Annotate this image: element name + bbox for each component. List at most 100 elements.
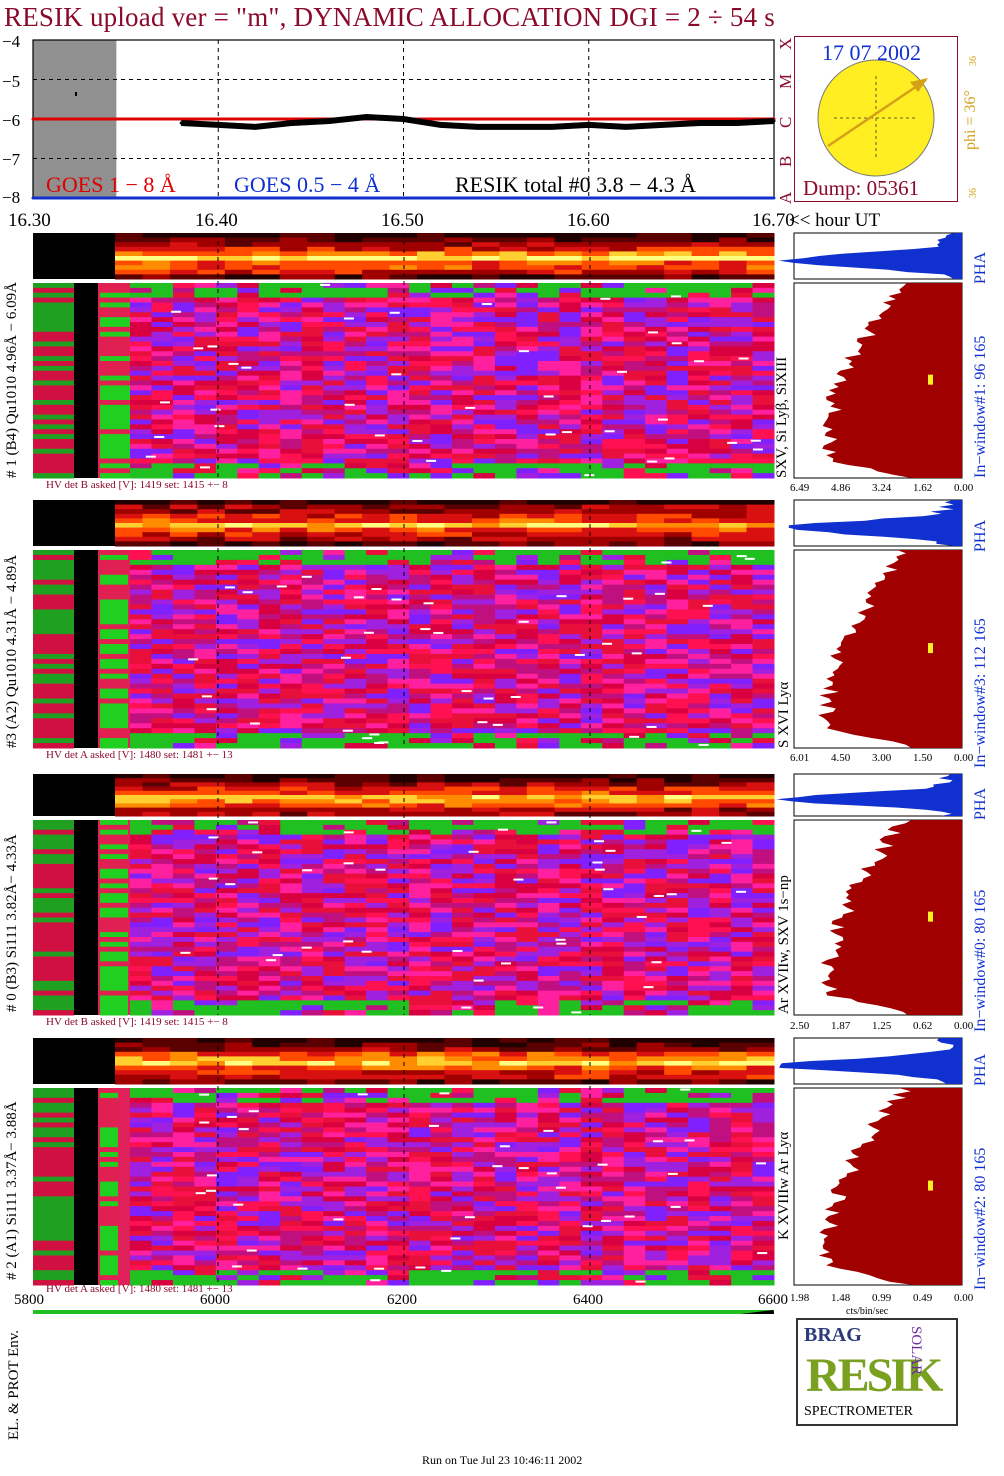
- spectrogram-pixel: [172, 718, 195, 724]
- spectrogram-pixel: [130, 356, 152, 362]
- spectrogram-pixel: [666, 564, 689, 571]
- spectrogram-pixel: [580, 584, 603, 591]
- spectrogram-pixel: [115, 1065, 143, 1071]
- spectrogram-pixel: [452, 868, 474, 875]
- spectrogram-pixel: [452, 824, 474, 831]
- spectrogram-pixel: [580, 708, 603, 714]
- spectrogram-pixel: [602, 380, 625, 386]
- spectrogram-pixel: [130, 404, 152, 411]
- spectrogram-pixel: [666, 351, 689, 357]
- spectrogram-pixel: [709, 380, 732, 386]
- spectrogram-pixel: [516, 579, 539, 586]
- spectrogram-pixel: [559, 322, 582, 328]
- spectrogram-pixel: [473, 849, 496, 855]
- spectrogram-pixel: [215, 688, 238, 695]
- spectrogram-pixel: [645, 287, 668, 294]
- spectrogram-pixel: [151, 395, 174, 401]
- spectrogram-pixel: [307, 500, 336, 506]
- spectrogram-pixel: [237, 873, 260, 879]
- spectrogram-pixel: [258, 624, 281, 630]
- spectrogram-pixel: [636, 790, 665, 796]
- spectrogram-pixel: [430, 728, 453, 734]
- spectrogram-pixel: [258, 1005, 281, 1011]
- spectrogram-pixel: [499, 274, 528, 280]
- spectrogram-pixel: [709, 854, 732, 860]
- spectrogram-pixel: [430, 995, 453, 1001]
- spectrogram-pixel: [151, 375, 174, 381]
- spectrogram-pixel: [559, 419, 582, 425]
- spectrogram-pixel: [172, 385, 195, 391]
- spectrogram-pixel: [197, 536, 226, 542]
- spectrogram-pixel: [645, 937, 668, 943]
- spectrogram-pixel: [516, 863, 539, 870]
- spectrogram-pixel: [636, 251, 665, 257]
- spectrogram-pixel: [709, 634, 732, 640]
- spectrogram-pixel: [417, 811, 445, 817]
- spectrogram-pixel: [237, 663, 260, 670]
- spectrogram-pixel: [430, 649, 453, 655]
- spectrogram-pixel: [169, 1051, 198, 1057]
- spectrogram-pixel: [537, 1005, 560, 1011]
- spectrogram-pixel: [409, 336, 432, 342]
- spectrogram-pixel: [709, 844, 732, 850]
- spectrogram-pixel: [258, 723, 281, 729]
- spectrogram-pixel: [194, 599, 217, 605]
- spectrogram-pixel: [452, 673, 474, 680]
- spectrogram-pixel: [645, 554, 668, 561]
- spectrogram-pixel: [666, 419, 689, 425]
- spectrogram-pixel: [430, 287, 453, 294]
- spectrogram-pixel: [301, 424, 324, 430]
- spectrogram-pixel: [537, 439, 560, 445]
- spectrogram-pixel: [623, 693, 646, 699]
- spectrogram-pixel: [301, 619, 324, 625]
- spectrogram-pixel: [362, 256, 391, 262]
- spectrogram-pixel: [430, 385, 453, 391]
- spectrogram-pixel: [258, 424, 281, 430]
- spectrogram-pixel: [494, 917, 517, 923]
- spectrogram-pixel: [709, 683, 732, 690]
- spectrogram-pixel: [688, 844, 711, 850]
- spectrogram-pixel: [301, 609, 324, 615]
- spectrogram-pixel: [452, 351, 474, 357]
- spectrogram-pixel: [602, 331, 625, 338]
- spectrogram-pixel: [752, 902, 775, 909]
- spectrogram-pixel: [224, 811, 253, 817]
- spectrogram-pixel: [362, 774, 391, 779]
- spectrogram-pixel: [666, 307, 689, 313]
- spectrogram-pixel: [237, 624, 260, 630]
- spectrogram-speckle: [241, 366, 252, 369]
- spectrogram-pixel: [33, 941, 74, 948]
- spectrogram-pixel: [537, 829, 560, 836]
- spectrogram-pixel: [387, 312, 410, 318]
- spectrogram-pixel: [516, 703, 539, 709]
- spectrogram-pixel: [258, 678, 281, 685]
- spectrogram-pixel: [752, 703, 775, 709]
- spectrogram-pixel: [344, 995, 367, 1001]
- spectrogram-pixel: [516, 995, 539, 1001]
- spectrogram-pixel: [580, 668, 603, 675]
- spectrogram-pixel: [280, 419, 303, 425]
- spectrogram-pixel: [409, 351, 432, 357]
- spectrogram-pixel: [33, 907, 74, 914]
- spectrogram-pixel: [389, 803, 418, 809]
- spectrogram-pixel: [709, 708, 732, 714]
- spectrogram-pixel: [580, 723, 603, 729]
- spectrogram-pixel: [636, 260, 665, 266]
- spectrogram-pixel: [33, 639, 74, 645]
- spectrogram-pixel: [409, 589, 432, 596]
- spectrogram-pixel: [100, 854, 128, 860]
- spectrogram-pixel: [688, 619, 711, 625]
- spectrogram-pixel: [580, 849, 603, 855]
- spectrogram-speckle: [738, 357, 749, 360]
- spectrogram-pixel: [252, 536, 281, 542]
- spectrogram-pixel: [473, 351, 496, 357]
- spectrogram-pixel: [172, 658, 195, 665]
- spectrogram-pixel: [666, 922, 689, 928]
- spectrogram-pixel: [580, 375, 603, 381]
- spectrogram-pixel: [559, 619, 582, 625]
- spectrogram-pixel: [471, 1061, 500, 1067]
- spectrogram-pixel: [580, 448, 603, 455]
- spectrogram-pixel: [526, 274, 555, 280]
- spectrogram-pixel: [100, 728, 128, 734]
- spectrogram-speckle: [670, 295, 681, 298]
